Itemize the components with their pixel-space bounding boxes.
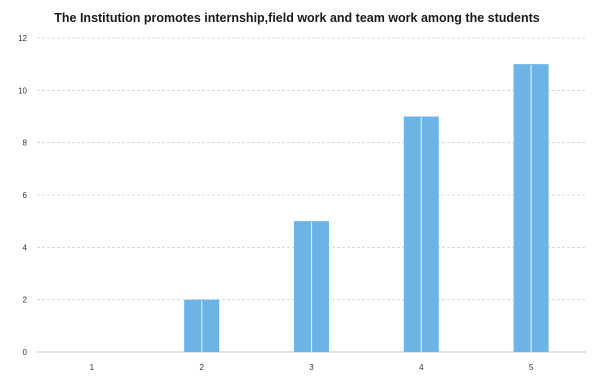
x-tick-label: 4 (419, 363, 424, 372)
x-tick-label: 2 (199, 363, 204, 372)
y-tick-label: 10 (18, 86, 27, 95)
y-tick-label: 8 (23, 139, 28, 148)
y-tick-label: 2 (23, 296, 28, 305)
y-tick-label: 4 (23, 243, 28, 252)
y-tick-label: 6 (23, 191, 28, 200)
y-tick-label: 0 (23, 348, 28, 357)
x-tick-label: 1 (90, 363, 95, 372)
x-axis-ticks: 1 2 3 4 5 (90, 363, 534, 372)
bars (184, 64, 549, 353)
y-tick-label: 12 (18, 34, 27, 43)
x-tick-label: 3 (309, 363, 314, 372)
chart-title: The Institution promotes internship,fiel… (54, 11, 540, 25)
y-axis-ticks: 0 2 4 6 8 10 12 (18, 34, 27, 357)
x-tick-label: 5 (529, 363, 534, 372)
